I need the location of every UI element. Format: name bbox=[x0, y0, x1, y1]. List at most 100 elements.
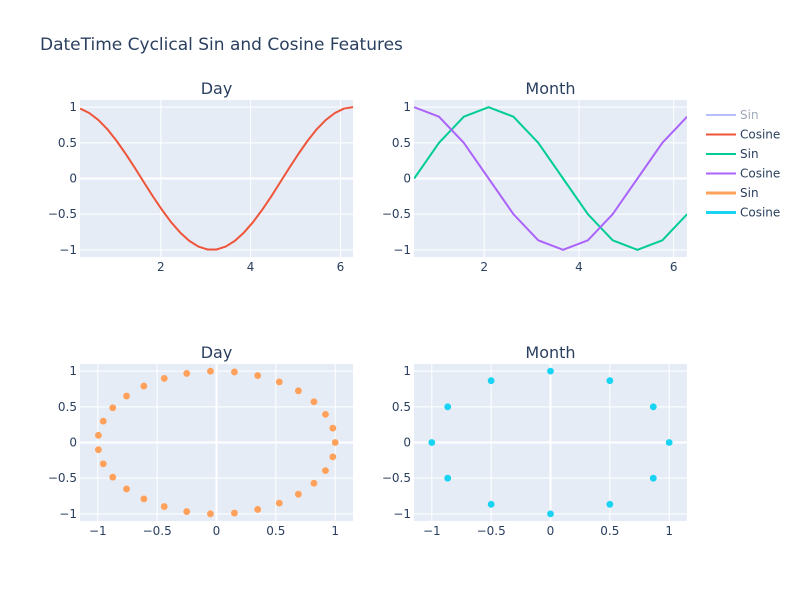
y-tick-label: 1 bbox=[69, 364, 77, 378]
y-tick-label: 1 bbox=[403, 100, 411, 114]
y-tick-label: 1 bbox=[69, 100, 77, 114]
scatter-point[interactable] bbox=[109, 404, 117, 412]
legend[interactable]: Sin Cosine Sin Cosine Sin Cosine bbox=[706, 108, 780, 220]
scatter-point[interactable] bbox=[329, 453, 337, 461]
scatter-point[interactable] bbox=[428, 439, 436, 446]
series-line-cosine[interactable] bbox=[80, 106, 353, 251]
subplot-2: 2 4 6 −1 −0.5 0 0.5 1 Month bbox=[382, 79, 687, 274]
scatter-point[interactable] bbox=[487, 377, 495, 385]
scatter-point[interactable] bbox=[95, 446, 102, 454]
scatter-point[interactable] bbox=[331, 439, 339, 446]
scatter-point[interactable] bbox=[99, 417, 107, 425]
y-tick-label: −0.5 bbox=[48, 471, 77, 485]
scatter-point[interactable] bbox=[649, 474, 657, 482]
x-tick-label: 6 bbox=[670, 260, 678, 274]
x-tick-label: 1 bbox=[665, 524, 673, 538]
x-tick-label: 0 bbox=[547, 524, 555, 538]
scatter-point[interactable] bbox=[275, 499, 283, 507]
legend-item[interactable]: Sin bbox=[706, 108, 759, 122]
x-tick-label: −0.5 bbox=[143, 524, 172, 538]
legend-label: Sin bbox=[740, 108, 759, 122]
scatter-point[interactable] bbox=[183, 508, 191, 515]
x-tick-label: 2 bbox=[157, 260, 165, 274]
scatter-point[interactable] bbox=[322, 410, 329, 418]
scatter-point[interactable] bbox=[547, 510, 554, 518]
scatter-point[interactable] bbox=[444, 474, 452, 482]
x-tick-label: 0.5 bbox=[600, 524, 619, 538]
y-tick-label: 0 bbox=[69, 172, 77, 186]
scatter-point[interactable] bbox=[295, 387, 302, 395]
legend-label: Cosine bbox=[740, 128, 780, 142]
scatter-point[interactable] bbox=[207, 367, 214, 375]
y-tick-label: 0 bbox=[69, 436, 77, 450]
y-tick-label: 0.5 bbox=[58, 400, 77, 414]
y-tick-label: −1 bbox=[59, 507, 77, 521]
y-tick-label: −1 bbox=[59, 243, 77, 257]
y-tick-label: −0.5 bbox=[48, 207, 77, 221]
scatter-point[interactable] bbox=[547, 367, 554, 375]
y-tick-label: 0 bbox=[403, 436, 411, 450]
scatter-point[interactable] bbox=[487, 500, 495, 508]
scatter-point[interactable] bbox=[207, 510, 214, 518]
scatter-point[interactable] bbox=[254, 506, 262, 513]
scatter-point[interactable] bbox=[254, 372, 262, 379]
x-tick-label: −0.5 bbox=[477, 524, 506, 538]
scatter-point[interactable] bbox=[649, 403, 657, 411]
scatter-point[interactable] bbox=[140, 382, 148, 390]
scatter-point[interactable] bbox=[606, 377, 614, 385]
x-tick-label: 2 bbox=[480, 260, 488, 274]
data-layer bbox=[428, 367, 673, 518]
scatter-point[interactable] bbox=[160, 503, 168, 510]
scatter-point[interactable] bbox=[322, 467, 329, 475]
subplot-title: Day bbox=[201, 343, 233, 362]
x-tick-label: 0.5 bbox=[266, 524, 285, 538]
scatter-point[interactable] bbox=[109, 473, 117, 481]
scatter-point[interactable] bbox=[140, 495, 148, 503]
legend-item[interactable]: Sin bbox=[706, 147, 759, 161]
scatter-point[interactable] bbox=[275, 378, 283, 386]
scatter-point[interactable] bbox=[123, 392, 130, 400]
scatter-point[interactable] bbox=[95, 431, 102, 439]
y-tick-label: −0.5 bbox=[382, 471, 411, 485]
subplot-1: 2 4 6 −1 −0.5 0 0.5 1 Day bbox=[48, 79, 353, 274]
scatter-point[interactable] bbox=[231, 509, 238, 517]
scatter-point[interactable] bbox=[329, 424, 337, 432]
scatter-point[interactable] bbox=[665, 439, 673, 446]
x-tick-label: 0 bbox=[213, 524, 221, 538]
scatter-point[interactable] bbox=[183, 370, 191, 377]
scatter-point[interactable] bbox=[606, 500, 614, 508]
y-tick-label: 0 bbox=[403, 172, 411, 186]
y-tick-label: 0.5 bbox=[58, 136, 77, 150]
scatter-point[interactable] bbox=[231, 368, 238, 376]
y-tick-label: −1 bbox=[393, 243, 411, 257]
series-line-cosine[interactable] bbox=[414, 106, 687, 251]
x-tick-label: −1 bbox=[89, 524, 107, 538]
y-tick-label: −1 bbox=[393, 507, 411, 521]
figure-title: DateTime Cyclical Sin and Cosine Feature… bbox=[40, 35, 403, 55]
legend-item[interactable]: Cosine bbox=[706, 206, 780, 220]
subplot-title: Month bbox=[525, 79, 575, 98]
scatter-point[interactable] bbox=[99, 460, 107, 468]
data-layer bbox=[414, 106, 687, 251]
y-tick-label: 1 bbox=[403, 364, 411, 378]
scatter-point[interactable] bbox=[310, 479, 318, 487]
legend-item[interactable]: Cosine bbox=[706, 128, 780, 142]
x-tick-label: 1 bbox=[331, 524, 339, 538]
scatter-point[interactable] bbox=[310, 398, 318, 406]
legend-item[interactable]: Cosine bbox=[706, 167, 780, 181]
x-tick-label: −1 bbox=[423, 524, 441, 538]
subplot-title: Month bbox=[525, 343, 575, 362]
data-layer bbox=[95, 367, 339, 518]
scatter-point[interactable] bbox=[123, 485, 130, 493]
legend-label: Sin bbox=[740, 186, 759, 200]
series-line-sin[interactable] bbox=[414, 106, 687, 251]
scatter-point[interactable] bbox=[444, 403, 452, 411]
x-tick-label: 6 bbox=[337, 260, 345, 274]
scatter-point[interactable] bbox=[160, 375, 168, 382]
legend-label: Cosine bbox=[740, 206, 780, 220]
scatter-point[interactable] bbox=[295, 490, 302, 498]
legend-item[interactable]: Sin bbox=[706, 186, 759, 200]
subplot-3: −1 −0.5 0 0.5 1 −1 −0.5 0 0.5 1 Day bbox=[48, 343, 353, 538]
subplots: 2 4 6 −1 −0.5 0 0.5 1 Day 2 4 6 −1 −0.5 0 0.5 1 Month −1 −0… bbox=[48, 79, 687, 538]
